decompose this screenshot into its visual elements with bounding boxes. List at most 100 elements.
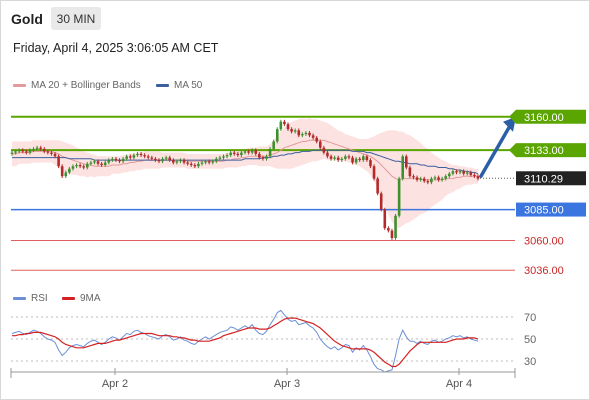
legend-bollinger-label: MA 20 + Bollinger Bands xyxy=(31,80,141,91)
candle-body xyxy=(186,162,189,164)
candle-body xyxy=(14,151,17,153)
candle-body xyxy=(39,147,42,149)
candle-body xyxy=(322,147,326,153)
candle-body xyxy=(383,209,387,229)
candle-body xyxy=(21,150,25,152)
candle-body xyxy=(458,171,462,173)
candle-body xyxy=(265,156,268,159)
candle-body xyxy=(394,215,397,239)
candle-body xyxy=(412,176,415,178)
candle-body xyxy=(286,124,290,130)
candle-body xyxy=(379,193,383,210)
instrument-title: Gold xyxy=(11,11,43,27)
candle-body xyxy=(451,171,455,174)
candle-body xyxy=(82,166,85,168)
candle-body xyxy=(476,176,480,179)
candle-body xyxy=(89,162,93,164)
candle-body xyxy=(75,165,78,167)
candle-body xyxy=(444,176,448,179)
candle-body xyxy=(455,171,458,173)
candle-body xyxy=(340,158,344,161)
candle-body xyxy=(211,161,215,163)
candle-body xyxy=(240,152,243,156)
candle-body xyxy=(358,158,362,161)
candle-body xyxy=(397,178,401,216)
rsi-ma-line xyxy=(12,317,479,368)
candle-body xyxy=(293,130,297,132)
candle-body xyxy=(103,162,107,166)
candle-body xyxy=(243,151,247,153)
candle-body xyxy=(272,141,275,149)
candle-body xyxy=(401,156,405,179)
rsi-tick-label: 30 xyxy=(524,356,536,368)
candle-body xyxy=(308,132,311,136)
candle-body xyxy=(25,151,28,153)
candle-body xyxy=(71,166,75,169)
candle-body xyxy=(365,156,369,161)
candle-body xyxy=(189,163,193,166)
candle-body xyxy=(204,161,207,163)
candle-body xyxy=(318,141,322,148)
candle-body xyxy=(154,158,157,161)
candle-body xyxy=(85,163,89,168)
support-label: 3085.00 xyxy=(524,205,564,217)
candle-body xyxy=(57,156,60,167)
candle-body xyxy=(111,158,114,161)
resistance-label: 3160.00 xyxy=(524,112,564,124)
candle-body xyxy=(372,166,376,179)
level-label: 3060.00 xyxy=(524,236,564,248)
candle-body xyxy=(376,178,379,194)
candle-body xyxy=(326,152,329,157)
candle-body xyxy=(422,178,426,182)
candle-body xyxy=(175,161,179,163)
candle-body xyxy=(351,157,354,163)
candle-body xyxy=(125,156,129,159)
candle-body xyxy=(225,155,229,157)
candle-body xyxy=(390,230,394,239)
bollinger-swatch xyxy=(13,84,26,87)
candle-body xyxy=(229,152,232,156)
candle-body xyxy=(369,160,372,167)
current-price-label-bg xyxy=(516,171,586,186)
candle-body xyxy=(164,157,168,159)
candle-body xyxy=(408,167,412,177)
candle-body xyxy=(32,148,35,151)
candle-body xyxy=(78,165,82,167)
timeframe-badge[interactable]: 30 MIN xyxy=(51,7,101,30)
candle-body xyxy=(50,152,53,154)
candle-body xyxy=(247,151,250,153)
candle-body xyxy=(68,168,71,173)
legend-rsi-ma-label: 9MA xyxy=(80,293,101,304)
x-tick-label: Apr 2 xyxy=(102,378,128,390)
resistance-label-bg xyxy=(516,109,586,124)
candle-body xyxy=(405,156,408,168)
candle-body xyxy=(146,156,150,158)
candle-body xyxy=(118,160,121,162)
candle-body xyxy=(433,177,437,179)
candle-body xyxy=(290,129,293,132)
candle-body xyxy=(279,121,283,130)
candle-body xyxy=(430,178,433,183)
candle-body xyxy=(172,160,175,163)
candle-body xyxy=(200,162,204,164)
candle-body xyxy=(17,150,21,152)
candle-body xyxy=(236,153,240,156)
candle-body xyxy=(333,157,336,159)
candle-body xyxy=(143,155,146,157)
support-label-bg xyxy=(516,202,586,217)
candle-body xyxy=(222,156,225,158)
candle-body xyxy=(275,129,279,142)
candle-body xyxy=(469,172,473,175)
candle-body xyxy=(437,177,440,180)
rsi-swatch xyxy=(13,297,26,300)
bollinger-band-area xyxy=(12,118,478,229)
candle-body xyxy=(215,158,218,162)
candle-body xyxy=(387,228,390,231)
candle-body xyxy=(440,178,444,180)
legend-rsi-ma: 9MA xyxy=(62,293,101,304)
legend-rsi-label: RSI xyxy=(31,293,48,304)
resistance-label-bg xyxy=(516,143,586,158)
legend-ma50-label: MA 50 xyxy=(174,80,203,91)
rsi-tick-label: 70 xyxy=(524,312,536,324)
